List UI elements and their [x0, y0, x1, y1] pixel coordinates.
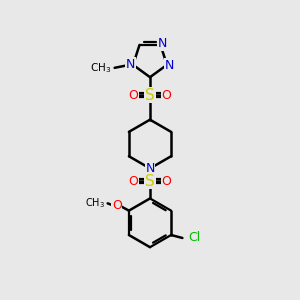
- Text: O: O: [161, 88, 171, 101]
- Text: N: N: [126, 58, 135, 71]
- Text: O: O: [112, 199, 122, 212]
- Text: CH$_3$: CH$_3$: [90, 61, 112, 75]
- Text: CH$_3$: CH$_3$: [85, 196, 105, 210]
- Text: N: N: [145, 162, 155, 175]
- Text: Cl: Cl: [188, 232, 201, 244]
- Text: N: N: [165, 59, 174, 72]
- Text: O: O: [161, 175, 171, 188]
- Text: O: O: [129, 88, 139, 101]
- Text: N: N: [158, 37, 167, 50]
- Text: S: S: [145, 174, 155, 189]
- Text: S: S: [145, 88, 155, 103]
- Text: O: O: [129, 175, 139, 188]
